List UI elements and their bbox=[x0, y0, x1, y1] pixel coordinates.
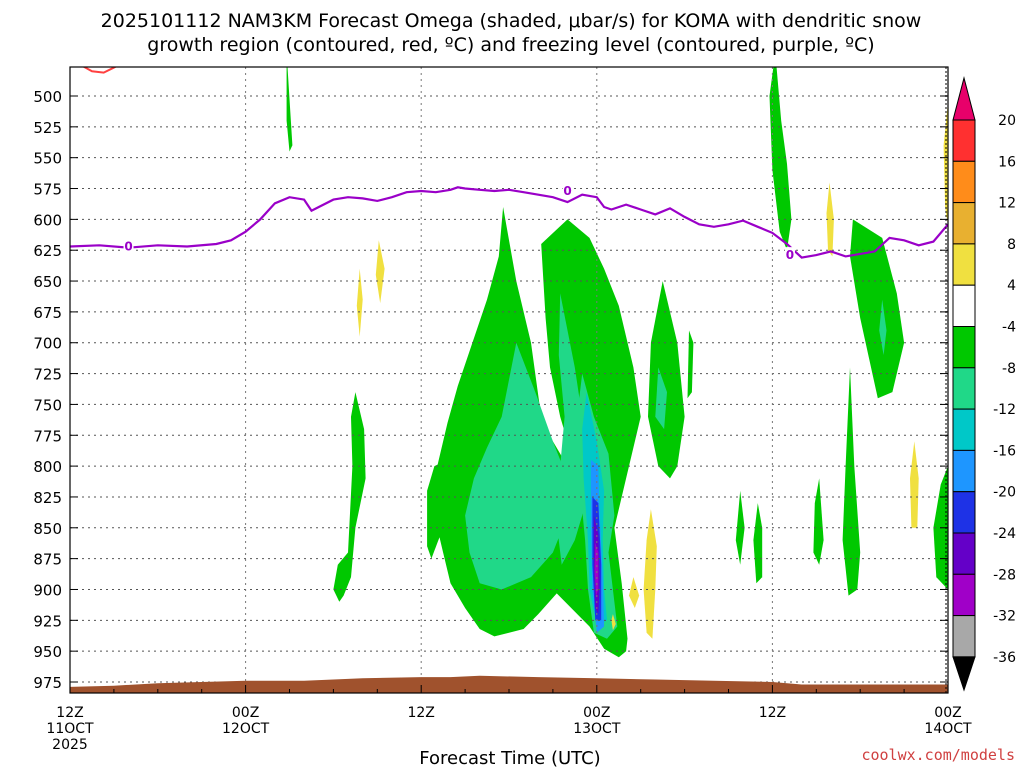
colorbar-label-10: -24 bbox=[993, 526, 1016, 542]
dgz-red-contour bbox=[82, 67, 118, 74]
colorbar-swatch-12 bbox=[952, 573, 976, 617]
colorbar-swatch-4 bbox=[952, 243, 976, 286]
y-tick-label-6: 650 bbox=[33, 273, 62, 291]
omega-region-12 bbox=[687, 330, 694, 399]
omega-region-2 bbox=[850, 219, 905, 399]
terrain-surface bbox=[70, 675, 948, 693]
colorbar-label-7: -12 bbox=[993, 402, 1016, 418]
x-tick-label-0-2: 11OCT bbox=[46, 721, 94, 737]
colorbar-label-2: 12 bbox=[998, 196, 1016, 212]
omega-region-26 bbox=[643, 509, 657, 639]
y-tick-label-14: 850 bbox=[33, 520, 62, 538]
colorbar-label-1: 16 bbox=[998, 154, 1016, 170]
x-tick-label-0-1: 12Z bbox=[56, 705, 83, 721]
x-tick-label-3-1: 00Z bbox=[583, 705, 610, 721]
colorbar-label-12: -32 bbox=[993, 609, 1016, 625]
omega-region-23 bbox=[594, 542, 599, 596]
colorbar-label-11: -28 bbox=[993, 567, 1016, 583]
freezing-level-contour bbox=[70, 186, 948, 259]
y-tick-label-15: 875 bbox=[33, 551, 62, 569]
colorbar-label-5: -4 bbox=[1002, 320, 1016, 336]
omega-region-17 bbox=[655, 367, 667, 430]
omega-region-6 bbox=[333, 392, 366, 602]
colorbar-swatch-9 bbox=[952, 449, 976, 493]
omega-region-28 bbox=[611, 614, 616, 631]
colorbar-swatch-6 bbox=[952, 326, 976, 369]
y-tick-label-12: 800 bbox=[33, 458, 62, 476]
omega-region-5 bbox=[648, 281, 685, 479]
x-tick-label-3-2: 13OCT bbox=[573, 721, 621, 737]
colorbar-label-9: -20 bbox=[993, 485, 1016, 501]
x-tick-label-5-2: 14OCT bbox=[924, 721, 972, 737]
colorbar-label-8: -16 bbox=[993, 443, 1016, 459]
colorbar-swatch-0 bbox=[952, 76, 976, 121]
y-axis: 500 525 550 575 600 625 650 675 700 725 750 775 800 8… bbox=[33, 88, 948, 692]
x-tick-label-4-1: 12Z bbox=[759, 705, 786, 721]
y-tick-label-2: 550 bbox=[33, 150, 62, 168]
colorbar-label-0: 20 bbox=[998, 113, 1016, 129]
x-tick-label-0-3: 2025 bbox=[52, 737, 88, 753]
colorbar-swatch-14 bbox=[952, 656, 976, 692]
colorbar-swatch-8 bbox=[952, 408, 976, 451]
colorbar-swatch-10 bbox=[952, 491, 976, 534]
colorbar-swatch-2 bbox=[952, 160, 976, 204]
colorbar-swatch-3 bbox=[952, 202, 976, 245]
y-tick-label-11: 775 bbox=[33, 427, 62, 445]
colorbar-swatch-1 bbox=[952, 119, 976, 162]
freezing-label-bg-2 bbox=[784, 247, 795, 262]
omega-region-29 bbox=[826, 182, 834, 257]
omega-region-0 bbox=[286, 67, 293, 152]
freezing-label-bg-1 bbox=[562, 182, 573, 197]
y-tick-label-19: 975 bbox=[33, 674, 62, 692]
omega-region-25 bbox=[375, 240, 385, 304]
y-tick-label-3: 575 bbox=[33, 181, 62, 199]
y-tick-label-8: 700 bbox=[33, 335, 62, 353]
omega-region-13 bbox=[753, 503, 763, 584]
y-tick-label-13: 825 bbox=[33, 489, 62, 507]
y-tick-label-10: 750 bbox=[33, 396, 62, 414]
x-tick-label-1-1: 00Z bbox=[232, 705, 259, 721]
chart-title-line2: growth region (contoured, red, ºC) and f… bbox=[147, 34, 874, 56]
colorbar-swatch-5 bbox=[952, 284, 976, 328]
x-axis-label: Forecast Time (UTC) bbox=[419, 748, 600, 768]
x-tick-label-5-1: 00Z bbox=[934, 705, 961, 721]
omega-region-18 bbox=[879, 299, 887, 356]
y-tick-label-4: 600 bbox=[33, 211, 62, 229]
omega-region-27 bbox=[629, 577, 640, 608]
freezing-label-bg-0 bbox=[123, 238, 134, 253]
colorbar-legend: 20 16 12 8 4 -4 -8 -12 -16 -20 -24 -28 -32 -36 bbox=[952, 76, 1016, 692]
colorbar-label-6: -8 bbox=[1002, 361, 1016, 377]
omega-region-9 bbox=[842, 367, 861, 596]
colorbar-swatch-7 bbox=[952, 367, 976, 410]
y-tick-label-18: 950 bbox=[33, 643, 62, 661]
freezing-level-label-1: 0 bbox=[563, 184, 571, 198]
omega-region-7 bbox=[427, 459, 451, 559]
colorbar-label-3: 8 bbox=[1007, 237, 1016, 253]
y-tick-label-1: 525 bbox=[33, 119, 62, 137]
colorbar-label-4: 4 bbox=[1007, 278, 1016, 294]
x-tick-label-2-1: 12Z bbox=[407, 705, 434, 721]
y-tick-label-0: 500 bbox=[33, 88, 62, 106]
y-tick-label-9: 725 bbox=[33, 366, 62, 384]
y-tick-label-7: 675 bbox=[33, 304, 62, 322]
y-tick-label-5: 625 bbox=[33, 242, 62, 260]
y-tick-label-16: 900 bbox=[33, 581, 62, 599]
y-tick-label-17: 925 bbox=[33, 612, 62, 630]
freezing-level-label-0: 0 bbox=[124, 240, 132, 254]
omega-region-11 bbox=[735, 490, 745, 565]
x-tick-label-1-2: 12OCT bbox=[222, 721, 270, 737]
credit-text: coolwx.com/models bbox=[861, 746, 1015, 764]
omega-region-8 bbox=[813, 478, 824, 565]
omega-region-24 bbox=[356, 268, 363, 337]
freezing-level-label-2: 0 bbox=[786, 248, 794, 262]
chart-title-line1: 2025101112 NAM3KM Forecast Omega (shaded… bbox=[101, 10, 922, 32]
omega-region-1 bbox=[769, 67, 792, 251]
colorbar-swatch-11 bbox=[952, 532, 976, 575]
colorbar-label-13: -36 bbox=[993, 650, 1016, 666]
plot-area: 0 0 0 bbox=[69, 66, 949, 694]
omega-region-30 bbox=[910, 441, 919, 528]
colorbar-swatch-13 bbox=[952, 615, 976, 658]
